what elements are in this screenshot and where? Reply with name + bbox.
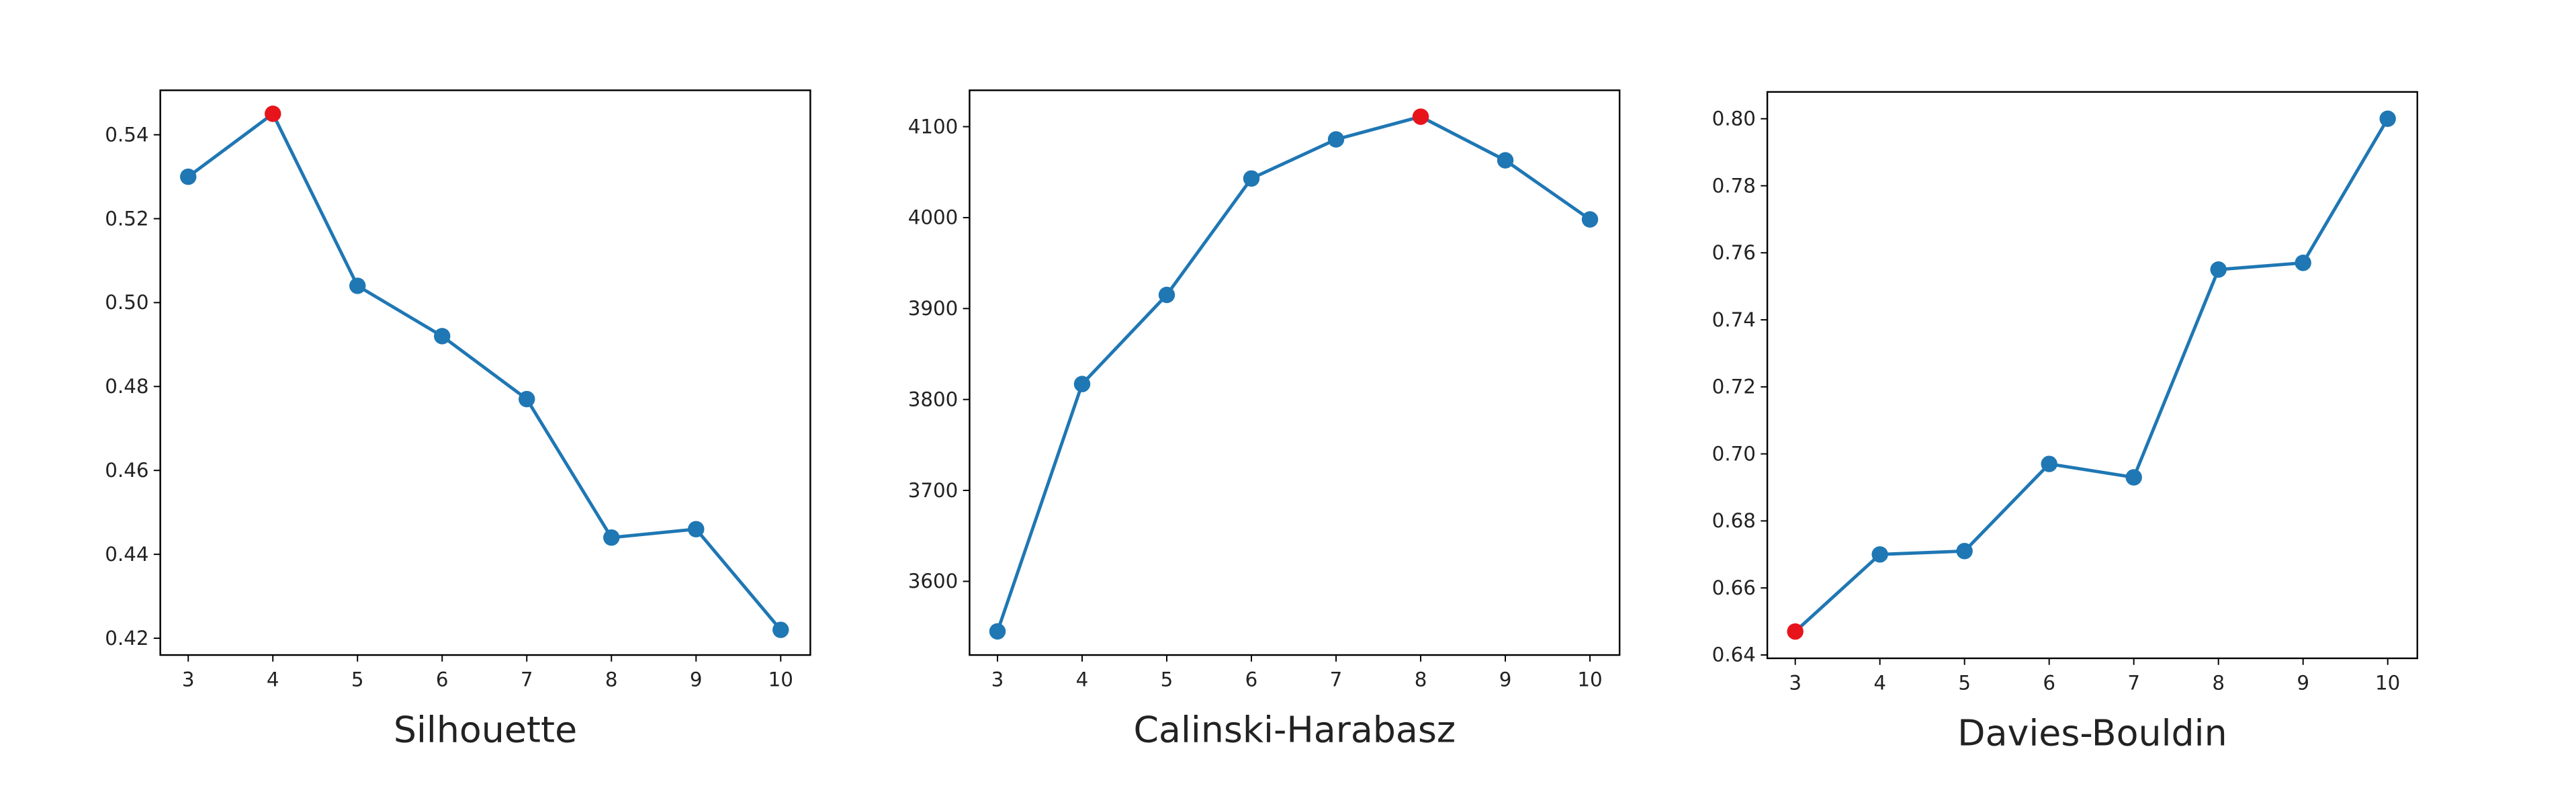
y-tick-label: 0.80: [1712, 107, 1756, 130]
x-tick-label: 4: [1873, 671, 1886, 694]
point: [519, 390, 535, 408]
point: [1787, 623, 1804, 640]
x-tick-label: 3: [182, 668, 195, 691]
point: [989, 623, 1006, 640]
x-axis-label: Davies-Bouldin: [1957, 711, 2227, 754]
y-tick-label: 0.46: [105, 459, 148, 482]
line: [187, 111, 783, 631]
y-tick-label: 0.64: [1712, 644, 1756, 666]
point: [603, 529, 620, 546]
line: [1794, 118, 2389, 633]
point: [1073, 376, 1091, 392]
point: [1412, 108, 1429, 125]
y-tick-label: 0.78: [1712, 174, 1756, 197]
point: [1158, 286, 1175, 304]
plot-frame: [969, 89, 1621, 656]
y-tick-label: 4100: [908, 115, 959, 138]
x-tick-label: 7: [2127, 671, 2140, 694]
x-tick-label: 4: [267, 668, 279, 691]
y-tick-label: 3600: [908, 570, 959, 593]
x-tick-label: 9: [2297, 671, 2309, 694]
y-tick-label: 0.52: [105, 207, 148, 230]
point: [2041, 455, 2057, 472]
x-tick-label: 8: [2212, 671, 2225, 694]
y-tick-label: 0.74: [1712, 308, 1756, 331]
point: [434, 328, 451, 345]
point: [1581, 211, 1599, 228]
y-tick-label: 0.72: [1712, 376, 1756, 398]
x-tick-label: 5: [1161, 668, 1173, 691]
x-tick-label: 10: [1577, 668, 1602, 691]
point: [265, 105, 281, 122]
y-tick-label: 0.54: [105, 123, 148, 146]
point: [2295, 255, 2311, 271]
x-axis-label: Silhouette: [394, 709, 577, 751]
y-tick-label: 0.50: [105, 291, 148, 314]
y-tick-label: 0.48: [105, 375, 148, 398]
point: [1956, 543, 1973, 560]
x-tick-label: 4: [1076, 668, 1089, 691]
x-tick-label: 6: [1245, 668, 1258, 691]
x-tick-label: 7: [521, 668, 533, 691]
y-tick-label: 0.76: [1712, 241, 1756, 264]
point: [1327, 131, 1345, 148]
x-tick-label: 9: [1499, 668, 1512, 691]
y-tick-label: 3900: [908, 297, 959, 320]
x-tick-label: 5: [1958, 671, 1971, 694]
point: [2125, 469, 2142, 486]
x-tick-label: 5: [351, 668, 364, 691]
point: [180, 168, 197, 185]
y-tick-label: 0.66: [1712, 576, 1756, 599]
x-tick-label: 10: [768, 668, 793, 691]
x-tick-label: 8: [1415, 668, 1427, 691]
x-tick-label: 9: [690, 668, 703, 691]
y-tick-label: 0.70: [1712, 442, 1756, 465]
point: [1497, 152, 1514, 169]
x-tick-label: 8: [605, 668, 618, 691]
x-axis-label: Calinski-Harabasz: [1134, 709, 1456, 751]
plot-frame: [1766, 91, 2419, 660]
x-tick-label: 3: [1789, 671, 1802, 694]
y-tick-label: 4000: [908, 206, 959, 229]
plot-frame: [159, 89, 811, 656]
y-tick-label: 3700: [908, 479, 959, 502]
point: [1871, 546, 1888, 563]
y-tick-label: 0.68: [1712, 509, 1756, 532]
point: [2379, 110, 2396, 127]
y-tick-label: 0.44: [105, 543, 148, 566]
point: [688, 521, 705, 537]
y-tick-label: 0.42: [105, 627, 148, 650]
x-tick-label: 6: [2043, 671, 2055, 694]
point: [1243, 170, 1260, 187]
x-tick-label: 3: [991, 668, 1004, 691]
x-tick-label: 7: [1330, 668, 1343, 691]
x-tick-label: 6: [436, 668, 449, 691]
point: [2210, 261, 2227, 278]
x-tick-label: 10: [2375, 671, 2400, 694]
point: [349, 277, 366, 294]
point: [772, 621, 789, 638]
line: [995, 115, 1591, 632]
y-tick-label: 3800: [908, 388, 959, 410]
